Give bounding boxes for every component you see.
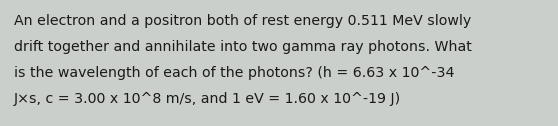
Text: is the wavelength of each of the photons? (h = 6.63 x 10^-34: is the wavelength of each of the photons… xyxy=(14,66,455,80)
Text: An electron and a positron both of rest energy 0.511 MeV slowly: An electron and a positron both of rest … xyxy=(14,14,472,28)
Text: J×s, c = 3.00 x 10^8 m/s, and 1 eV = 1.60 x 10^-19 J): J×s, c = 3.00 x 10^8 m/s, and 1 eV = 1.6… xyxy=(14,92,401,106)
Text: drift together and annihilate into two gamma ray photons. What: drift together and annihilate into two g… xyxy=(14,40,472,54)
